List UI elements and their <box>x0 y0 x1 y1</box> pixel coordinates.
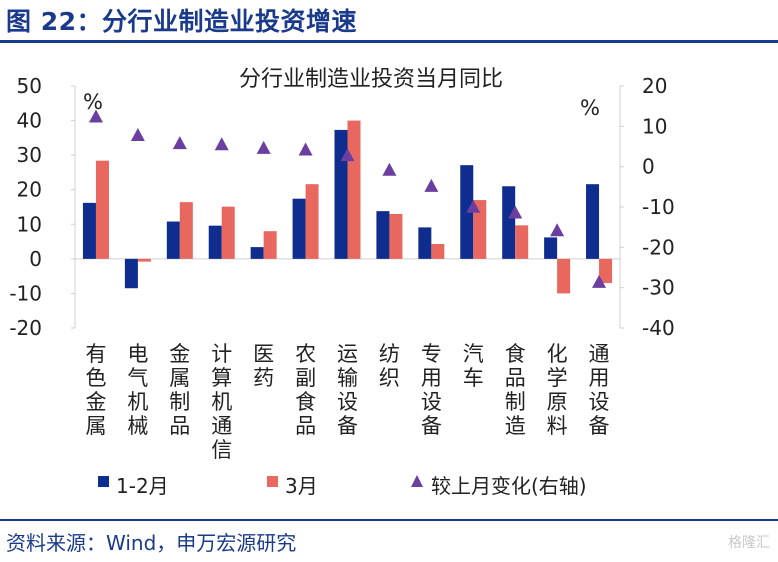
right-tick-label: -30 <box>642 276 675 300</box>
right-axis: 20 10 0 -10 -20 -30 -40 <box>619 74 675 340</box>
bar-3 <box>599 258 613 284</box>
category-label: 汽车 <box>463 342 484 390</box>
right-tick-label: 20 <box>642 74 667 98</box>
right-tick-label: -10 <box>642 195 675 219</box>
category-label: 计算机通信 <box>211 342 232 462</box>
left-tick-label: 20 <box>17 178 42 202</box>
bar-1-2 <box>334 129 348 259</box>
watermark: 格隆汇 <box>728 535 770 551</box>
bar-3 <box>263 231 277 259</box>
source-rule <box>0 519 778 521</box>
bar-3 <box>221 206 235 259</box>
bar-3 <box>473 200 487 259</box>
right-tick-label: -20 <box>642 235 675 259</box>
left-axis-unit: % <box>83 90 103 114</box>
change-marker <box>340 148 355 162</box>
change-marker <box>256 140 271 154</box>
bar-1-2 <box>544 237 558 259</box>
right-tick-label: -40 <box>642 316 675 340</box>
legend-swatch-1 <box>98 476 109 487</box>
left-axis: 50 40 30 20 10 0 -10 -20 <box>9 74 620 340</box>
category-label: 通用设备 <box>589 342 610 438</box>
left-tick-label: 50 <box>17 74 42 98</box>
legend: 1-2月 3月 较上月变化(右轴) <box>98 474 587 498</box>
left-tick-label: 0 <box>29 247 42 271</box>
marker-series <box>88 109 607 288</box>
category-label: 有色金属 <box>85 342 106 438</box>
change-marker <box>214 137 229 151</box>
category-label: 医药 <box>253 342 274 390</box>
bar-1-2 <box>502 186 516 259</box>
bar-1-2 <box>292 198 306 259</box>
left-tick-label: 30 <box>17 143 42 167</box>
chart-title: 分行业制造业投资当月同比 <box>239 67 503 92</box>
change-marker <box>550 223 565 237</box>
bar-1-2 <box>250 247 264 259</box>
category-label: 运输设备 <box>337 342 358 438</box>
bar-1-2 <box>124 258 138 289</box>
change-marker <box>592 274 607 288</box>
bar-3 <box>389 213 403 259</box>
left-tick-label: 10 <box>17 212 42 236</box>
legend-label-1: 1-2月 <box>116 474 169 498</box>
category-label: 食品制造 <box>505 342 526 438</box>
legend-label-2: 3月 <box>285 474 318 498</box>
right-axis-unit: % <box>580 96 600 120</box>
left-tick-label: -10 <box>9 281 42 305</box>
change-marker <box>130 128 145 142</box>
bar-3 <box>431 243 445 259</box>
right-tick-label: 0 <box>642 155 655 179</box>
left-tick-label: 40 <box>17 109 42 133</box>
bar-1-2 <box>418 227 432 259</box>
source-note: 资料来源：Wind，申万宏源研究 <box>6 531 297 555</box>
change-marker <box>424 178 439 192</box>
bar-series <box>82 120 613 294</box>
change-marker <box>88 109 103 123</box>
bar-3 <box>137 258 151 262</box>
left-tick-label: -20 <box>9 316 42 340</box>
legend-label-3: 较上月变化(右轴) <box>431 474 587 498</box>
figure-title: 图 22：分行业制造业投资增速 <box>6 7 357 36</box>
category-label: 金属制品 <box>169 342 190 438</box>
chart-canvas: 分行业制造业投资当月同比 % % 50 40 30 20 10 0 -10 -20 20 10 0… <box>9 67 675 498</box>
bar-1-2 <box>208 225 222 259</box>
category-label: 电气机械 <box>127 342 148 438</box>
category-label: 农副食品 <box>295 342 316 438</box>
legend-swatch-2 <box>267 476 278 487</box>
category-label: 化学原料 <box>547 342 568 438</box>
bar-3 <box>347 120 361 259</box>
right-tick-label: 10 <box>642 114 667 138</box>
bar-3 <box>179 202 193 259</box>
change-marker <box>508 205 523 219</box>
change-marker <box>466 199 481 213</box>
change-marker <box>298 142 313 156</box>
category-labels: 有色金属电气机械金属制品计算机通信医药农副食品运输设备纺织专用设备汽车食品制造化… <box>85 342 609 462</box>
bar-1-2 <box>586 184 600 259</box>
title-rule <box>0 40 778 43</box>
change-marker <box>172 136 187 150</box>
category-label: 专用设备 <box>421 342 442 438</box>
bar-3 <box>95 160 109 259</box>
bar-1-2 <box>166 221 180 259</box>
bar-1-2 <box>82 202 96 259</box>
bar-3 <box>557 258 571 294</box>
legend-marker <box>411 475 423 487</box>
category-label: 纺织 <box>379 342 400 390</box>
bar-3 <box>305 184 319 259</box>
bar-3 <box>515 225 529 259</box>
bar-1-2 <box>376 211 390 259</box>
change-marker <box>382 162 397 176</box>
